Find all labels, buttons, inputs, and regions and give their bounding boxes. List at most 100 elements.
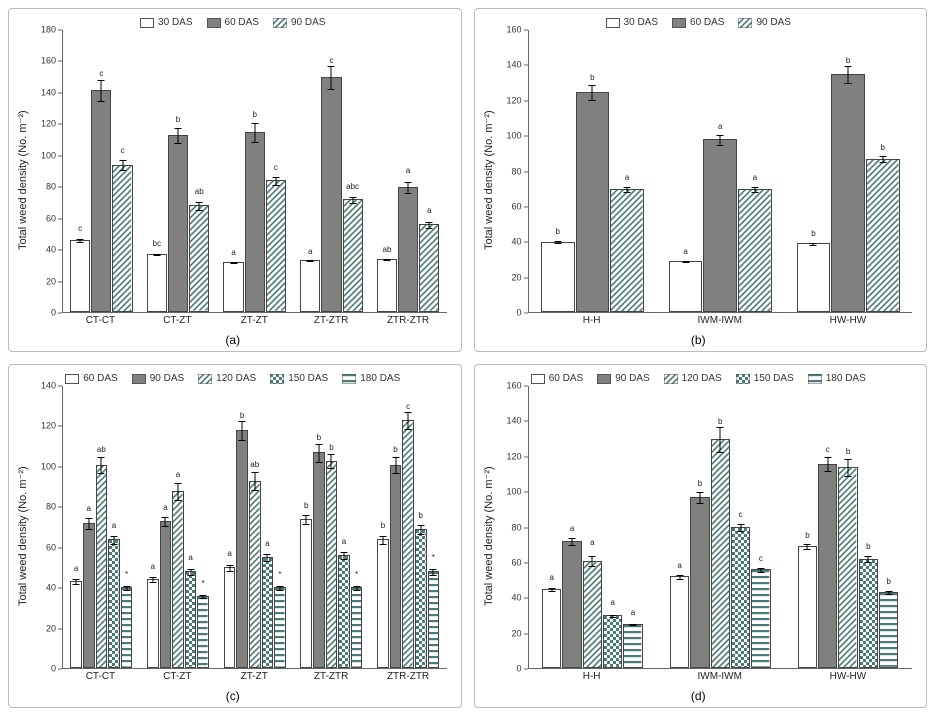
y-tick-label: 40 xyxy=(46,584,56,593)
bar: c xyxy=(321,77,341,312)
bar-annotation: a xyxy=(151,562,155,571)
y-tick-label: 120 xyxy=(41,120,56,129)
panel-caption: (d) xyxy=(481,687,917,703)
bar-annotation: a xyxy=(265,539,269,548)
bar-annotation: c xyxy=(329,56,333,65)
x-tick-label: CT-CT xyxy=(86,315,115,326)
bar: b xyxy=(831,74,865,312)
y-tick-label: 180 xyxy=(41,26,56,35)
plot-area: 020406080100120140aaaba*aaaa*ababa*bbba*… xyxy=(30,386,451,669)
bar: b xyxy=(838,467,857,668)
bar-annotation: c xyxy=(99,69,103,78)
legend-label: 90 DAS xyxy=(291,17,325,28)
legend-item: 90 DAS xyxy=(597,373,649,384)
legend-swatch xyxy=(198,374,212,384)
bar-group: bba xyxy=(539,30,646,312)
bar-annotation: b xyxy=(590,73,594,82)
bar: a xyxy=(562,541,581,668)
x-tick-label: H-H xyxy=(583,671,601,682)
x-axis: H-HIWM-IWMHW-HW xyxy=(528,313,913,331)
bar-group: acabc xyxy=(299,30,363,312)
bar: a xyxy=(262,557,274,668)
bar: * xyxy=(274,587,286,668)
bar-group: aaa xyxy=(667,30,774,312)
bar: a xyxy=(300,260,320,312)
y-tick-label: 60 xyxy=(46,214,56,223)
bar-annotation: b xyxy=(846,56,850,65)
x-tick-label: ZTR-ZTR xyxy=(387,315,429,326)
legend-item: 150 DAS xyxy=(736,373,794,384)
bar: b xyxy=(300,519,312,668)
legend-label: 90 DAS xyxy=(756,17,790,28)
bar: * xyxy=(197,596,209,669)
x-tick-label: CT-CT xyxy=(86,671,115,682)
bar-annotation: a xyxy=(176,470,180,479)
bar-group: abbcc xyxy=(667,386,774,668)
x-tick-label: CT-ZT xyxy=(163,671,191,682)
y-tick-label: 100 xyxy=(506,488,521,497)
bar-annotation: b xyxy=(381,521,385,530)
legend-label: 60 DAS xyxy=(225,17,259,28)
bar-group: ababa* xyxy=(223,386,287,668)
bar: c xyxy=(402,420,414,668)
bar-annotation: b xyxy=(846,447,850,456)
legend-item: 60 DAS xyxy=(207,17,259,28)
bar: b xyxy=(576,92,610,312)
bar-group: bbcb* xyxy=(376,386,440,668)
plot-area: 020406080100120140160bbaaaabbb xyxy=(496,30,917,313)
legend-item: 90 DAS xyxy=(273,17,325,28)
x-tick-label: IWM-IWM xyxy=(698,671,742,682)
bar-annotation: ab xyxy=(195,187,204,196)
bar: b xyxy=(798,546,817,668)
bar: c xyxy=(731,527,750,668)
bar-annotation: a xyxy=(308,247,312,256)
legend-item: 90 DAS xyxy=(738,17,790,28)
bar: b xyxy=(245,132,265,312)
bar: b xyxy=(168,135,188,312)
bar: ab xyxy=(249,481,261,668)
bar-group: aaaa* xyxy=(146,386,210,668)
bar: c xyxy=(818,464,837,668)
y-tick-label: 80 xyxy=(46,183,56,192)
bar-annotation: c xyxy=(78,224,82,233)
bar: a xyxy=(669,261,703,312)
bar-annotation: a xyxy=(677,561,681,570)
bar-annotation: a xyxy=(74,564,78,573)
legend-swatch xyxy=(597,374,611,384)
bar-annotation: b xyxy=(886,577,890,586)
legend-swatch xyxy=(531,374,545,384)
y-tick-label: 0 xyxy=(51,309,56,318)
bar-annotation: a xyxy=(550,573,554,582)
bar-annotation: a xyxy=(112,521,116,530)
bar-annotation: b xyxy=(304,501,308,510)
y-tick-label: 140 xyxy=(506,417,521,426)
legend-item: 60 DAS xyxy=(672,17,724,28)
bar: a xyxy=(83,523,95,668)
bar: b xyxy=(711,439,730,668)
bar: c xyxy=(751,569,770,668)
panel-caption: (a) xyxy=(15,331,451,347)
bar-group: aaaba* xyxy=(69,386,133,668)
x-tick-label: HW-HW xyxy=(830,671,866,682)
bar: b xyxy=(879,592,898,668)
panel-d: 60 DAS90 DAS120 DAS150 DAS180 DASTotal w… xyxy=(474,364,928,708)
bar: * xyxy=(351,587,363,668)
bar-group: abaa xyxy=(376,30,440,312)
bar-annotation: b xyxy=(698,479,702,488)
y-tick-label: 80 xyxy=(511,523,521,532)
bar-group: ccc xyxy=(69,30,133,312)
bar: bc xyxy=(147,254,167,312)
legend-item: 180 DAS xyxy=(808,373,866,384)
bar: b xyxy=(690,497,709,668)
bar: b xyxy=(390,465,402,668)
legend-item: 120 DAS xyxy=(664,373,722,384)
legend-item: 30 DAS xyxy=(140,17,192,28)
bar: a xyxy=(738,189,772,312)
bar: b xyxy=(236,430,248,668)
bar-annotation: abc xyxy=(346,182,359,191)
x-tick-label: HW-HW xyxy=(830,315,866,326)
bar-annotation: ab xyxy=(250,460,259,469)
bar: a xyxy=(603,615,622,668)
y-axis-label: Total weed density (No. m⁻²) xyxy=(481,30,496,331)
y-tick-label: 0 xyxy=(516,665,521,674)
